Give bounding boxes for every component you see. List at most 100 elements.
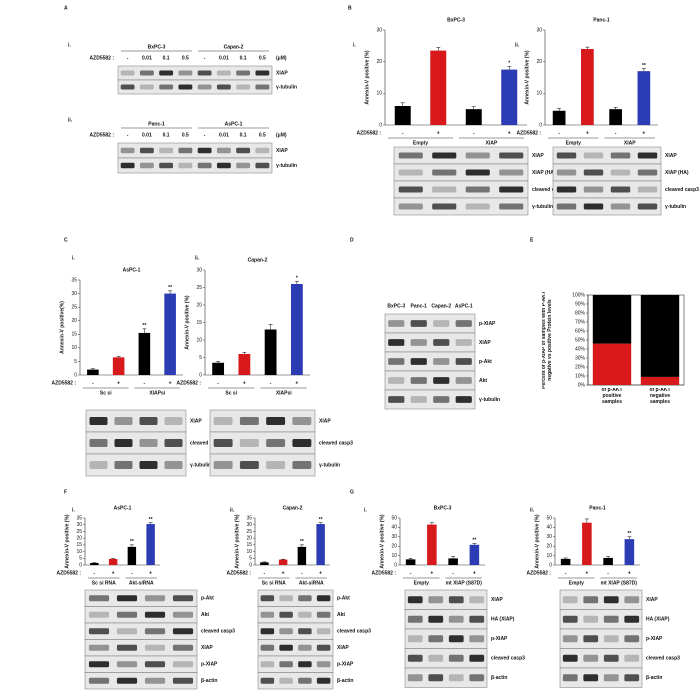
- blot-band: [410, 320, 427, 327]
- blot-row-label: β-actin: [337, 678, 353, 684]
- y-tick-label: 30: [376, 27, 382, 33]
- blot-row-label: p-XIAP: [201, 662, 218, 668]
- treatment-sign: -: [94, 570, 96, 576]
- blot-band: [120, 147, 135, 154]
- blot-band: [388, 396, 405, 403]
- blot-band: [624, 674, 640, 682]
- blot-band: [178, 147, 193, 154]
- chart-title: BxPC-3: [434, 505, 452, 511]
- blot-band: [469, 635, 485, 643]
- treatment-sign: -: [452, 570, 454, 576]
- panel-label: D: [350, 237, 354, 243]
- y-axis-label: Annexin-V positive (%): [534, 514, 540, 569]
- bar: [637, 71, 651, 125]
- blot-band: [428, 654, 444, 662]
- blot-band: [116, 595, 138, 602]
- blot-band: [398, 186, 423, 193]
- blot-band: [583, 596, 599, 604]
- bar: [465, 109, 482, 125]
- blot-band: [144, 661, 166, 668]
- significance: **: [130, 539, 134, 545]
- error-bar: [429, 522, 434, 525]
- blot-band: [433, 377, 450, 384]
- treatment-sign: -: [131, 570, 133, 576]
- y-tick-label: 10%: [575, 373, 586, 379]
- treatment-sign: -: [607, 570, 609, 576]
- blot-band: [260, 644, 275, 651]
- error-bar: [216, 361, 221, 363]
- blot-band: [120, 70, 135, 76]
- bar: [112, 357, 125, 375]
- y-tick-label: 20: [391, 544, 397, 550]
- lane-label: -: [127, 132, 129, 138]
- blot-strip: [559, 667, 643, 688]
- y-tick-label: 50: [391, 515, 397, 521]
- y-tick-label: 40: [546, 525, 552, 531]
- error-bar: [627, 536, 632, 540]
- sub-label: i.: [353, 42, 356, 48]
- treatment-sign: +: [642, 130, 645, 136]
- y-tick-label: 20: [546, 544, 552, 550]
- treatment-sign: +: [243, 380, 246, 386]
- blot-band: [164, 461, 183, 469]
- y-tick-label: 40: [391, 525, 397, 531]
- group-label: Empty: [569, 580, 585, 586]
- blot-row-label: XIAP: [190, 418, 202, 424]
- blot-band: [216, 70, 231, 76]
- panel-label: C: [64, 237, 68, 243]
- blot-row-label: cleaved casp3: [646, 656, 680, 662]
- significance: *: [508, 61, 510, 67]
- blot-band: [172, 595, 194, 602]
- treatment-label: AZD5582 :: [372, 570, 397, 576]
- blot-band: [266, 417, 286, 425]
- blot-band: [298, 628, 312, 635]
- blot-band: [624, 654, 640, 662]
- bar: [90, 562, 99, 565]
- blot-band: [410, 358, 427, 365]
- bar: [212, 362, 225, 375]
- blot-band: [164, 439, 183, 447]
- bar: [394, 106, 411, 125]
- blot-row-label: Akt: [337, 612, 345, 618]
- treatment-label: AZD5582 :: [227, 570, 252, 576]
- blot-band: [583, 674, 599, 682]
- chart-title: AsPC-1: [123, 267, 141, 273]
- bar-segment: [640, 295, 680, 377]
- treatment-sign: -: [92, 380, 94, 386]
- y-tick-label: 0: [394, 562, 397, 568]
- blot-header: BxPC-3: [387, 303, 405, 309]
- blot-band: [448, 635, 464, 643]
- blot-band: [260, 677, 275, 684]
- treatment-sign: +: [295, 380, 298, 386]
- blot-band: [139, 84, 154, 90]
- lane-label: 0.01: [219, 55, 229, 61]
- blot-band: [388, 320, 405, 327]
- bar: [260, 562, 269, 565]
- blot-band: [216, 162, 231, 169]
- error-bar: [148, 522, 153, 525]
- blot-band: [116, 611, 138, 618]
- blot-row-label: cleaved casp3: [190, 440, 224, 446]
- blot-row-label: Akt: [479, 378, 487, 384]
- blot-band: [279, 677, 293, 684]
- bar: [552, 110, 566, 125]
- blot-band: [398, 203, 423, 210]
- sub-label: ii.: [515, 42, 520, 48]
- error-bar: [557, 107, 562, 111]
- blot-band: [172, 677, 194, 684]
- lane-label: 0.5: [182, 132, 189, 138]
- treatment-label: AZD5582 :: [517, 130, 542, 136]
- blot-band: [89, 439, 108, 447]
- blot-band: [432, 152, 457, 159]
- bar: [264, 329, 277, 375]
- y-tick-label: 40%: [575, 346, 586, 352]
- significance: **: [300, 539, 304, 545]
- blot-band: [455, 339, 472, 346]
- y-tick-label: 10: [76, 549, 82, 555]
- y-tick-label: 20%: [575, 364, 586, 370]
- treatment-sign: +: [319, 570, 322, 576]
- y-tick-label: 10: [196, 337, 202, 343]
- sub-label: ii.: [195, 255, 200, 261]
- blot-row-label: p-Akt: [337, 596, 350, 602]
